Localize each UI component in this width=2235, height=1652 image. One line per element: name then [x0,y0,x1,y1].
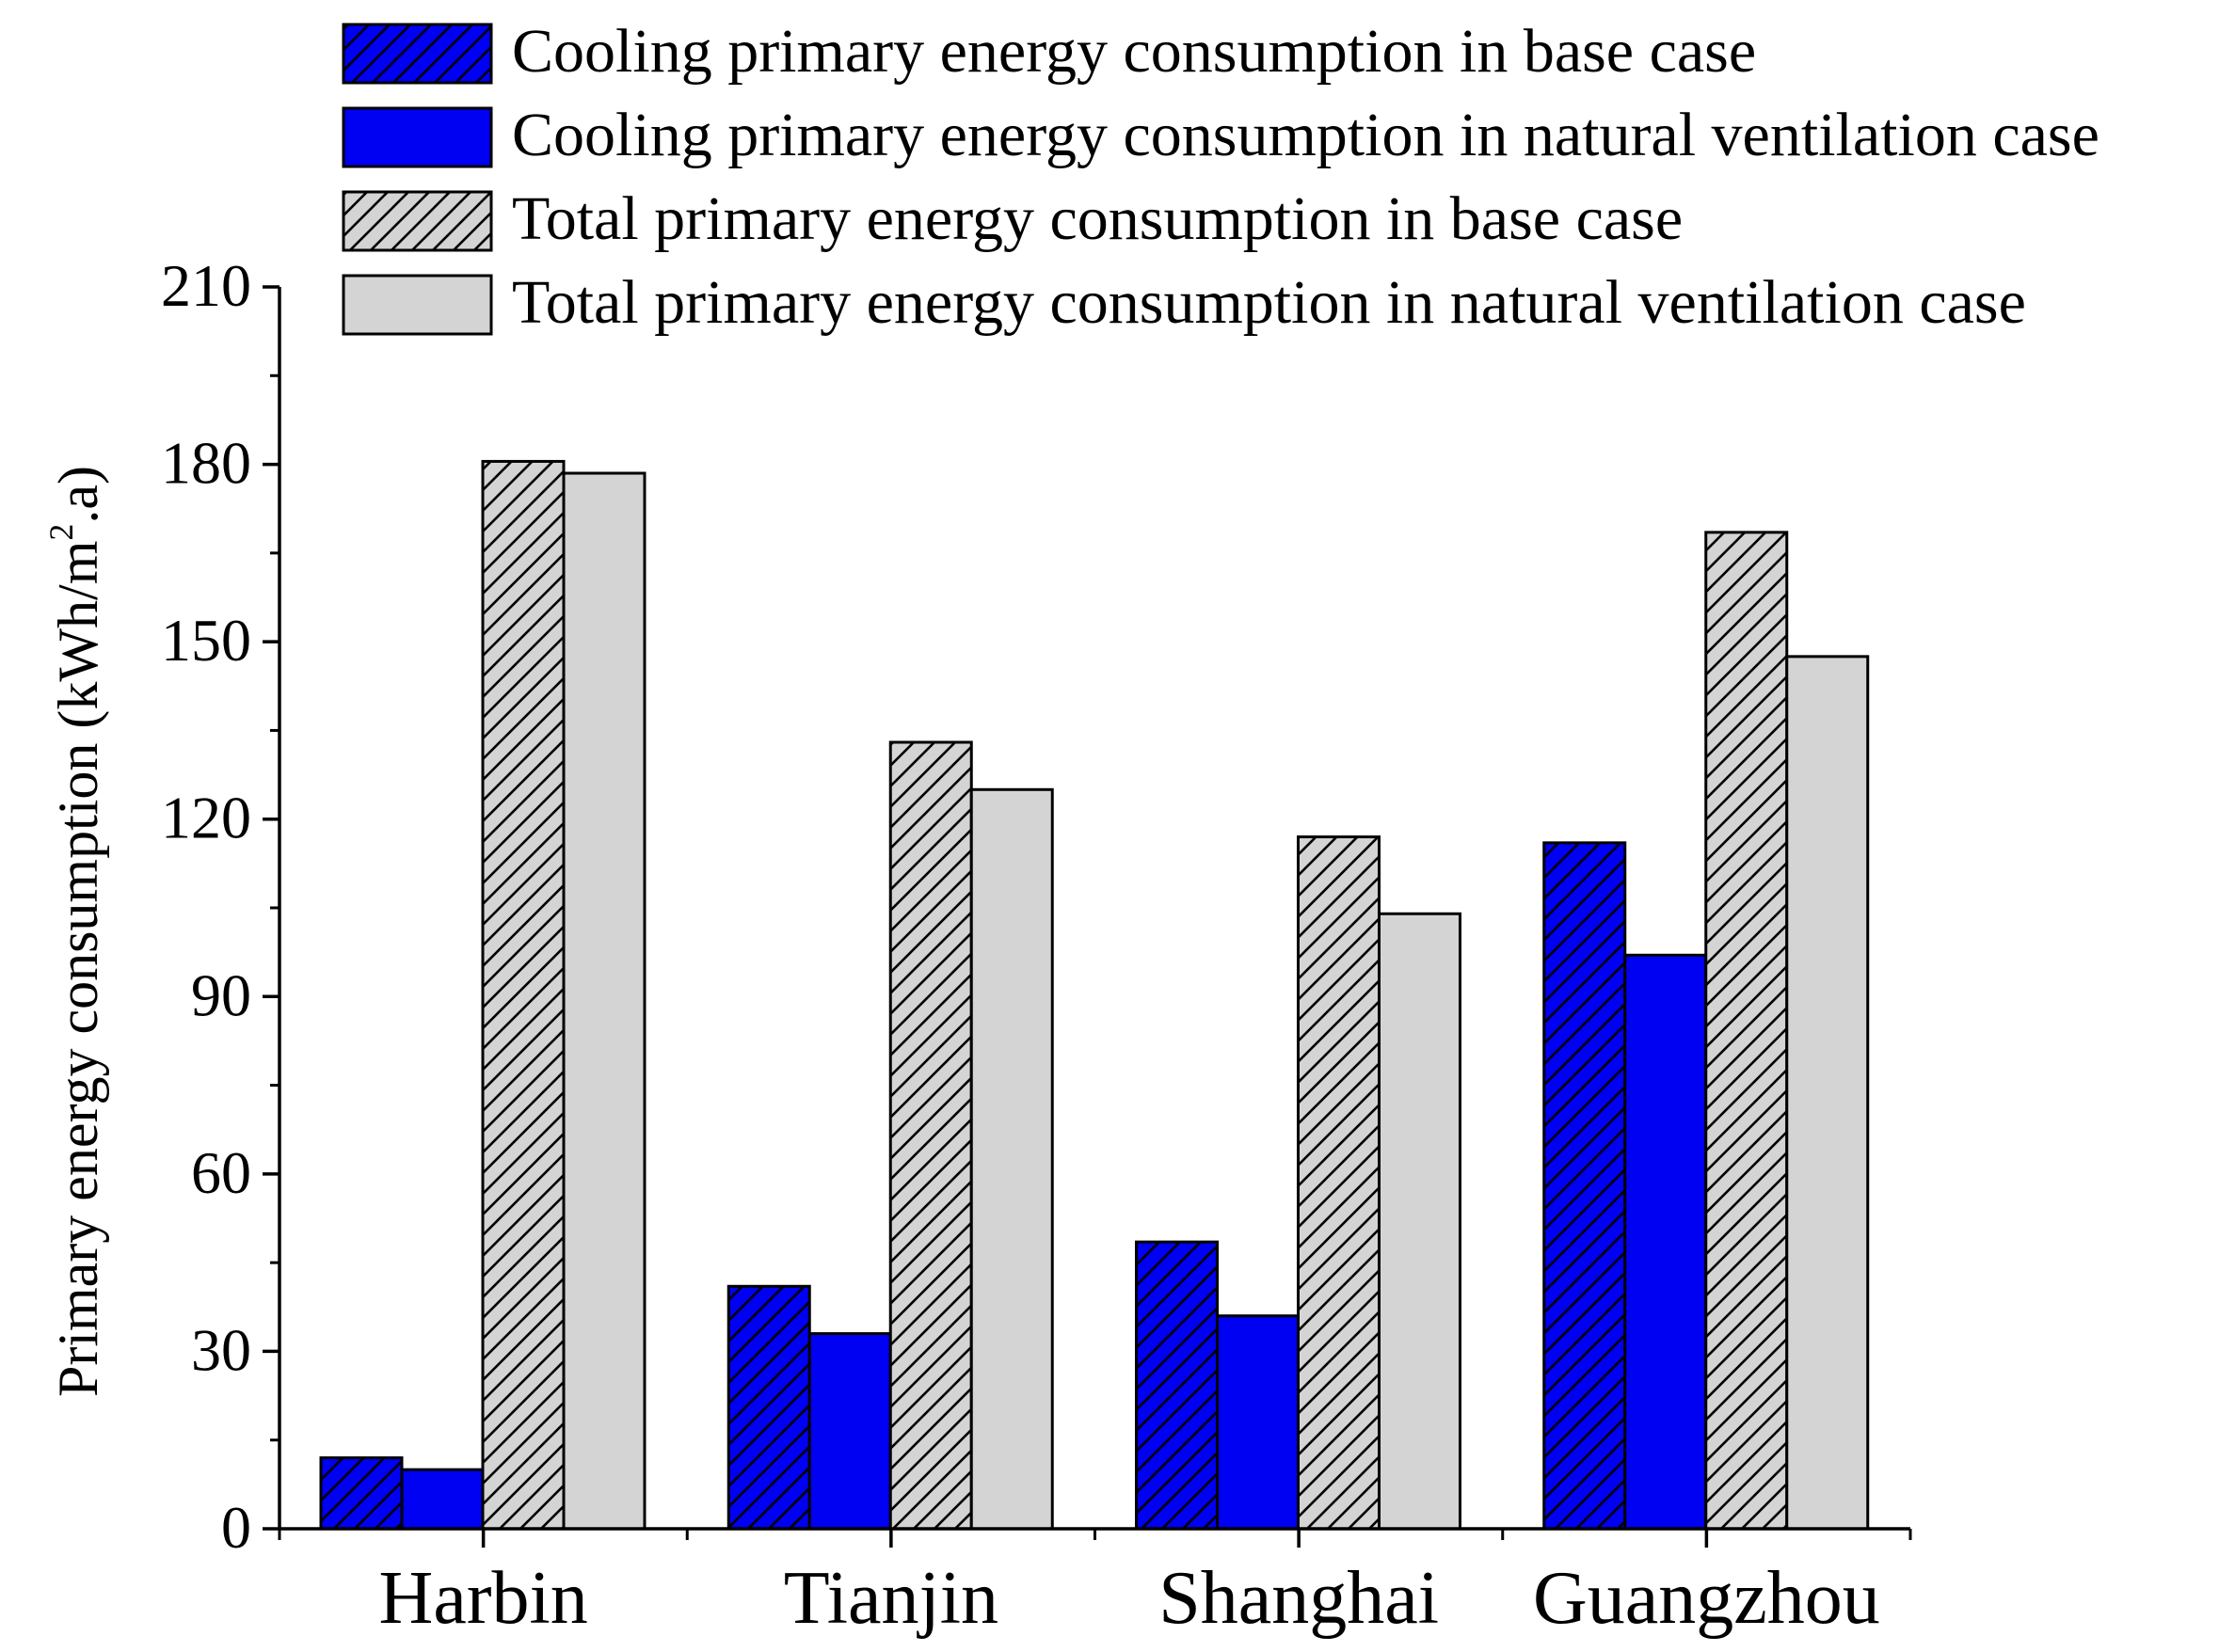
x-ticks: Harbin Tianjin Shanghai Guangzhou [278,1529,1912,1640]
bar-guangzhou-series-1 [1542,841,1627,1531]
bar-harbin-series-4 [562,471,647,1531]
y-tick-label: 120 [161,785,251,851]
legend-swatch-series-1 [342,23,493,85]
bar-tianjin-series-1 [726,1284,811,1531]
bar-guangzhou-series-3 [1704,531,1789,1531]
y-tick-label: 90 [191,961,251,1028]
bar-tianjin-series-3 [888,740,973,1531]
y-tick-label: 0 [221,1494,251,1561]
y-tick-label: 180 [161,430,251,497]
legend-label-series-1: Cooling primary energy consumption in ba… [512,17,1756,86]
bar-guangzhou-series-2 [1623,953,1708,1531]
legend-label-series-3: Total primary energy consumption in base… [512,184,1683,253]
legend: Cooling primary energy consumption in ba… [342,17,2099,337]
y-axis-title-main: Primary energy consumption (kWh/m [47,541,109,1397]
bar-harbin-series-3 [481,459,566,1531]
x-tick-label-harbin: Harbin [379,1557,588,1640]
bar-tianjin-series-2 [807,1332,892,1531]
y-axis-title-suffix: .a) [47,466,109,524]
bar-guangzhou-series-4 [1785,655,1870,1531]
legend-label-series-4: Total primary energy consumption in natu… [512,268,2026,337]
bar-harbin-series-1 [319,1456,404,1531]
bar-shanghai-series-4 [1378,912,1461,1531]
y-ticks: 0 30 60 90 120 150 180 210 [161,252,279,1561]
legend-swatch-series-4 [342,274,493,336]
y-tick-label: 210 [161,252,251,319]
y-tick-label: 30 [191,1316,251,1383]
bar-shanghai-series-1 [1135,1240,1219,1531]
y-tick-label: 150 [161,607,251,674]
bar-shanghai-series-2 [1216,1314,1300,1531]
x-tick-label-shanghai: Shanghai [1158,1557,1439,1640]
y-axis-title: Primary energy consumption (kWh/m2.a) [42,466,109,1397]
bar-tianjin-series-4 [969,787,1054,1531]
bar-harbin-series-2 [400,1468,485,1531]
legend-swatch-series-2 [342,106,493,168]
legend-swatch-series-3 [342,190,493,252]
y-tick-label: 60 [191,1139,251,1206]
x-tick-label-guangzhou: Guangzhou [1533,1557,1880,1640]
bars-layer [319,459,1870,1531]
y-axis-title-superscript: 2 [42,524,80,541]
x-tick-label-tianjin: Tianjin [784,1557,998,1640]
bar-shanghai-series-3 [1297,835,1381,1531]
legend-label-series-2: Cooling primary energy consumption in na… [512,101,2099,169]
